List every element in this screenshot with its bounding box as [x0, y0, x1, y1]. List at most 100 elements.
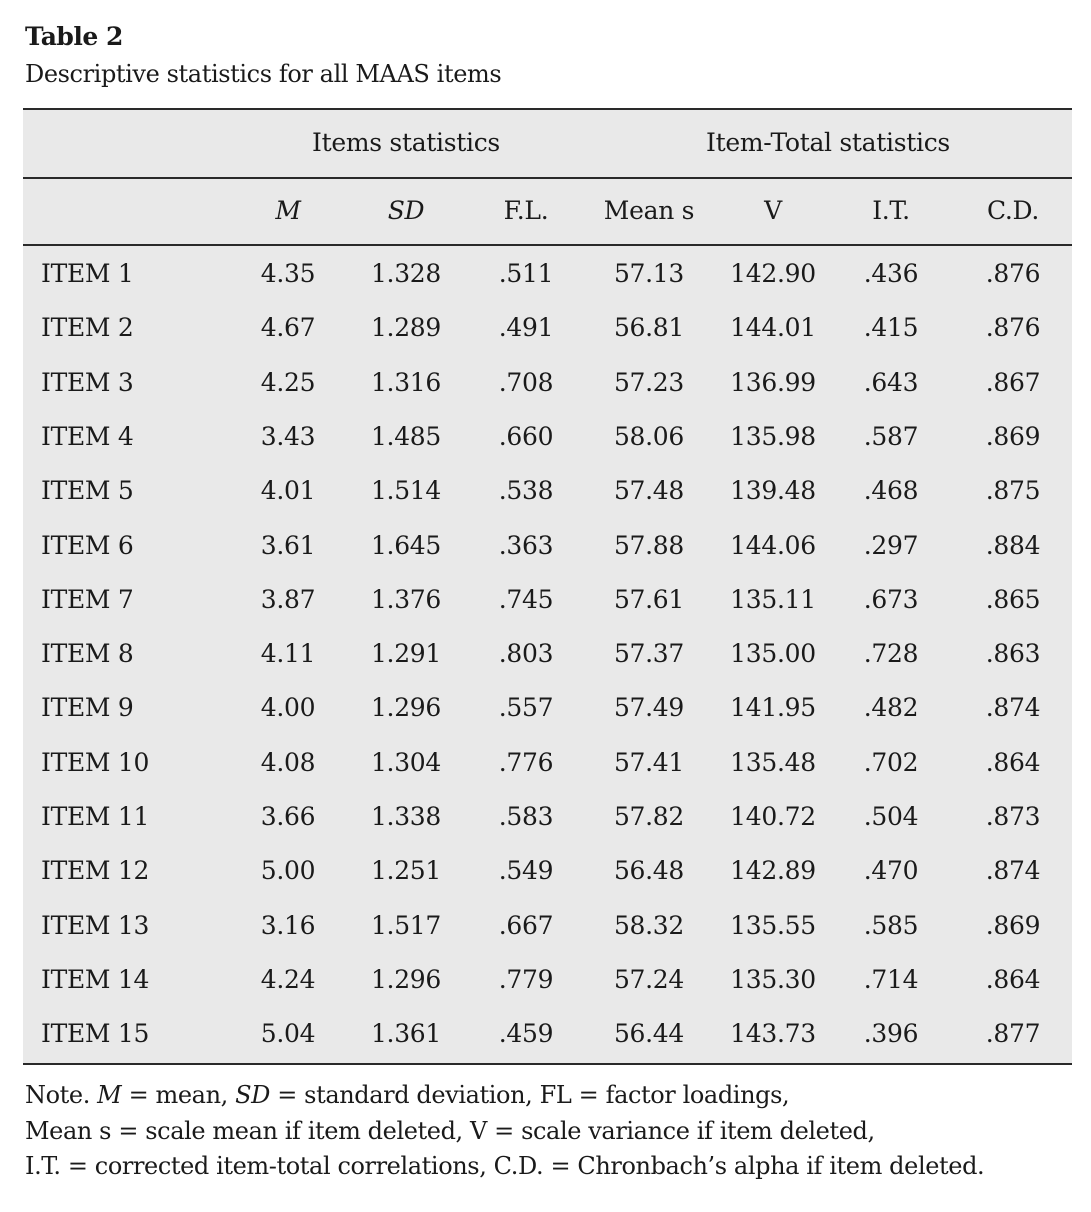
cell-sd: 1.645: [370, 530, 442, 560]
cell-cd: .873: [985, 802, 1041, 831]
cell-v: 135.30: [730, 964, 816, 994]
cell-it: .470: [863, 856, 919, 886]
group-header-item-total: Item-Total statistics: [706, 128, 950, 157]
cell-mean-s: 57.24: [613, 964, 685, 994]
note-line-1: Note. M = mean, SD = standard deviation,…: [25, 1081, 790, 1109]
cell-cd: .876: [985, 259, 1041, 288]
cell-sd: 1.485: [370, 421, 442, 451]
table-row: ITEM 7 3.87 1.376 .745 57.61 135.11 .673 .865: [23, 585, 1072, 639]
cell-m: 5.04: [260, 1019, 316, 1049]
table-note: Note. M = mean, SD = standard deviation,…: [25, 1078, 985, 1185]
cell-cd: .875: [985, 476, 1041, 506]
column-header-m: M: [275, 196, 301, 225]
cell-sd: 1.361: [370, 1019, 442, 1049]
cell-it: .482: [863, 693, 919, 723]
cell-sd: 1.304: [370, 747, 442, 777]
table-row: ITEM 15 5.04 1.361 .459 56.44 143.73 .396 .877: [23, 1019, 1072, 1073]
header-rule-bottom: [23, 244, 1072, 246]
cell-v: 135.11: [730, 584, 816, 614]
table-row: ITEM 12 5.00 1.251 .549 56.48 142.89 .470 .874: [23, 856, 1072, 910]
cell-cd: .869: [985, 421, 1041, 451]
row-label: ITEM 10: [41, 747, 150, 777]
row-label: ITEM 3: [41, 367, 134, 397]
cell-it: .436: [863, 259, 919, 288]
cell-m: 4.67: [260, 313, 316, 343]
cell-mean-s: 57.37: [613, 639, 685, 669]
cell-v: 143.73: [730, 1019, 816, 1049]
cell-fl: .745: [498, 584, 554, 614]
table-row: ITEM 11 3.66 1.338 .583 57.82 140.72 .504 .873: [23, 802, 1072, 856]
note-line-2: Mean s = scale mean if item deleted, V =…: [25, 1116, 875, 1145]
row-label: ITEM 14: [41, 964, 150, 994]
cell-sd: 1.251: [370, 856, 442, 886]
table-row: ITEM 5 4.01 1.514 .538 57.48 139.48 .468 .875: [23, 476, 1072, 530]
cell-cd: .864: [985, 747, 1041, 777]
cell-fl: .363: [498, 530, 554, 560]
note-line-3: I.T. = corrected item-total correlations…: [25, 1152, 985, 1180]
row-label: ITEM 4: [41, 421, 134, 451]
cell-mean-s: 57.13: [613, 259, 685, 288]
row-label: ITEM 1: [41, 259, 134, 288]
cell-mean-s: 57.48: [613, 476, 685, 506]
row-label: ITEM 9: [41, 693, 134, 723]
cell-cd: .876: [985, 313, 1041, 343]
cell-sd: 1.316: [370, 367, 442, 397]
table-title: Table 2: [25, 22, 123, 51]
cell-sd: 1.514: [370, 476, 442, 506]
cell-cd: .869: [985, 910, 1041, 940]
cell-mean-s: 57.61: [613, 584, 685, 614]
row-label: ITEM 6: [41, 530, 134, 560]
statistics-table: Items statistics Item-Total statistics M…: [23, 108, 1072, 1065]
cell-cd: .867: [985, 367, 1041, 397]
cell-it: .587: [863, 421, 919, 451]
cell-sd: 1.289: [370, 313, 442, 343]
cell-mean-s: 56.44: [613, 1019, 685, 1049]
cell-v: 135.48: [730, 747, 816, 777]
cell-m: 3.16: [260, 910, 316, 940]
column-header-mean-s: Mean s: [603, 196, 695, 225]
cell-m: 4.01: [260, 476, 316, 506]
cell-cd: .865: [985, 584, 1041, 614]
cell-cd: .877: [985, 1019, 1041, 1049]
cell-mean-s: 57.82: [613, 802, 685, 831]
cell-v: 135.98: [730, 421, 816, 451]
cell-m: 3.66: [260, 802, 316, 831]
table-row: ITEM 14 4.24 1.296 .779 57.24 135.30 .714 .864: [23, 965, 1072, 1019]
cell-sd: 1.328: [370, 259, 442, 288]
cell-fl: .557: [498, 693, 554, 723]
cell-fl: .667: [498, 910, 554, 940]
cell-it: .396: [863, 1019, 919, 1049]
cell-m: 4.24: [260, 964, 316, 994]
table-caption: Descriptive statistics for all MAAS item…: [25, 60, 502, 88]
cell-v: 140.72: [730, 802, 816, 831]
cell-sd: 1.376: [370, 584, 442, 614]
cell-mean-s: 56.81: [613, 313, 685, 343]
row-label: ITEM 12: [41, 856, 150, 886]
row-label: ITEM 11: [41, 802, 150, 831]
cell-m: 3.61: [260, 530, 316, 560]
table-row: ITEM 13 3.16 1.517 .667 58.32 135.55 .585 .869: [23, 911, 1072, 965]
cell-m: 3.43: [260, 421, 316, 451]
cell-m: 4.11: [260, 639, 316, 669]
column-header-v: V: [764, 196, 782, 225]
cell-it: .415: [863, 313, 919, 343]
cell-cd: .874: [985, 693, 1041, 723]
cell-it: .728: [863, 639, 919, 669]
cell-fl: .779: [498, 964, 554, 994]
table-row: ITEM 9 4.00 1.296 .557 57.49 141.95 .482 .874: [23, 693, 1072, 747]
row-label: ITEM 8: [41, 639, 134, 669]
cell-fl: .803: [498, 639, 554, 669]
cell-mean-s: 57.49: [613, 693, 685, 723]
table-row: ITEM 3 4.25 1.316 .708 57.23 136.99 .643 .867: [23, 368, 1072, 422]
column-header-it: I.T.: [872, 196, 910, 225]
cell-mean-s: 58.32: [613, 910, 685, 940]
cell-m: 3.87: [260, 584, 316, 614]
cell-it: .297: [863, 530, 919, 560]
row-label: ITEM 15: [41, 1019, 150, 1049]
cell-m: 4.25: [260, 367, 316, 397]
cell-fl: .459: [498, 1019, 554, 1049]
cell-mean-s: 57.88: [613, 530, 685, 560]
cell-v: 144.06: [730, 530, 816, 560]
cell-v: 139.48: [730, 476, 816, 506]
cell-it: .468: [863, 476, 919, 506]
